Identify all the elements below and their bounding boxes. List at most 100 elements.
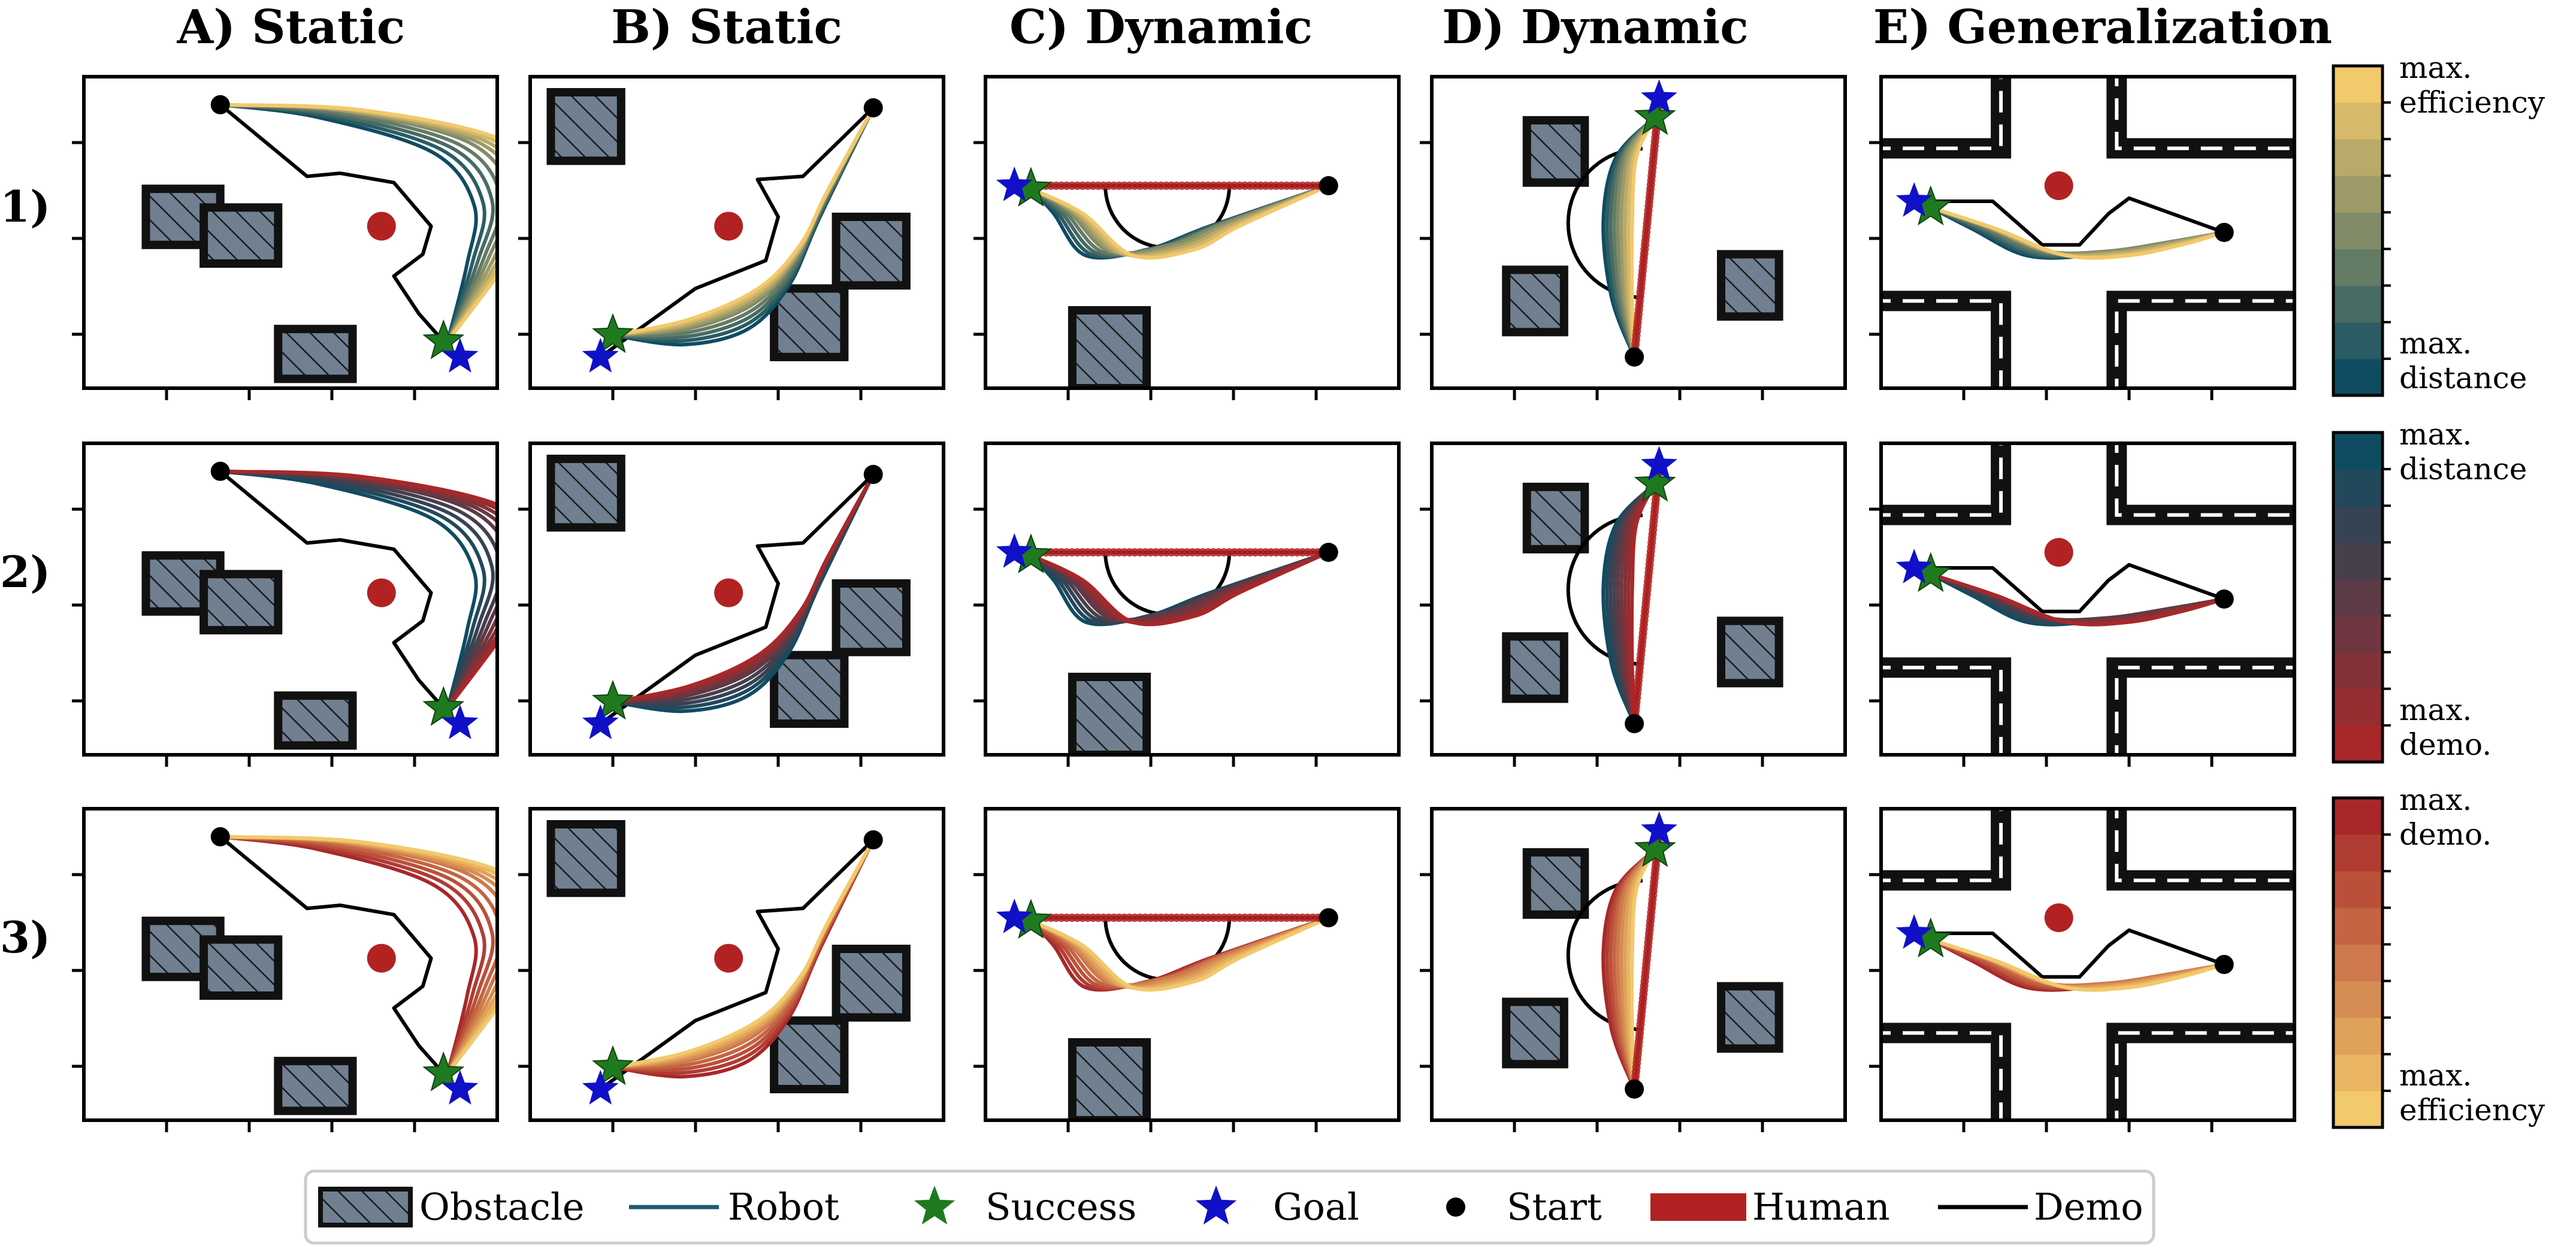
colorbar-level: [2333, 615, 2383, 653]
demo-path: [219, 470, 445, 709]
panel-e3: [1869, 807, 2296, 1132]
colorbar-level: [2333, 506, 2383, 543]
obstacle-1: [1522, 482, 1589, 554]
colorbar-level: [2333, 358, 2383, 396]
robot-path-9: [218, 102, 497, 343]
panel-content: [985, 443, 1399, 755]
panel-a2: [72, 441, 499, 767]
colorbar-top-line: demo.: [2399, 817, 2492, 852]
robot-path-1: [218, 834, 478, 1075]
human-marker: [367, 578, 396, 607]
obstacle-2: [199, 570, 283, 635]
obstacle-2: [199, 203, 283, 268]
goal-marker: [1895, 914, 1933, 949]
col-title-a: A) Static: [177, 0, 406, 55]
colorbar-level: [2333, 944, 2383, 982]
demo-path: [1914, 196, 2225, 247]
success-marker: [1634, 827, 1676, 867]
colorbar-top-line: distance: [2399, 452, 2527, 486]
start-marker: [1625, 714, 1644, 733]
demo-path: [599, 106, 875, 359]
colorbar-level: [2333, 834, 2383, 872]
panel-content: [84, 77, 497, 388]
goal-marker: [996, 167, 1033, 201]
robot-path-1: [218, 469, 478, 710]
panel-content: [84, 809, 497, 1120]
panel-frame: [984, 441, 1401, 757]
colorbar-bottom-line: max.: [2399, 1058, 2472, 1093]
colorbar-top-label: max. distance: [2399, 417, 2527, 486]
panel-a1: [72, 75, 499, 400]
col-title-c: C) Dynamic: [1009, 0, 1313, 55]
human-marker: [714, 578, 743, 607]
legend-frame: [304, 1169, 2155, 1245]
goal-marker: [442, 1070, 479, 1105]
obstacle-3: [770, 1016, 849, 1093]
panel-content: [1881, 443, 2294, 755]
goal-marker: [442, 338, 479, 373]
obstacle-1: [1522, 116, 1589, 187]
panel-grid: [72, 75, 2296, 1132]
wall-top-left-dash: [1881, 809, 2003, 882]
panel-frame: [528, 807, 945, 1122]
success-marker: [591, 1045, 634, 1085]
human-marker: [367, 944, 396, 973]
goal-marker: [1895, 182, 1933, 217]
row-label-1: 1): [0, 181, 50, 232]
obstacle-3: [770, 651, 849, 728]
human-marker: [714, 944, 743, 973]
panel-frame: [528, 441, 945, 757]
legend-goal-star: [1195, 1186, 1237, 1225]
goal-marker: [442, 704, 479, 739]
panel-d3: [1420, 807, 1847, 1132]
panel-frame: [82, 807, 499, 1122]
colorbar-3: max. demo. max. efficiency: [2332, 782, 2545, 1129]
wall-top-left-dash: [1881, 443, 2003, 517]
goal-marker: [996, 899, 1033, 933]
legend-robot-label: Robot: [728, 1185, 839, 1229]
goal-marker: [1641, 79, 1677, 114]
colorbar-bottom-line: efficiency: [2399, 1093, 2545, 1127]
human-marker: [367, 211, 396, 241]
panel-frame: [82, 441, 499, 757]
panel-a3: [72, 807, 499, 1132]
panel-frame: [984, 75, 1401, 390]
demo-arc: [1566, 879, 1643, 1032]
colorbar-top-label: max. demo.: [2399, 782, 2492, 852]
colorbar-level: [2333, 1054, 2383, 1091]
robot-path-1: [218, 102, 478, 343]
obstacle-2: [199, 935, 283, 1000]
legend-robot: Robot: [629, 1185, 839, 1229]
panel-e2: [1869, 441, 2296, 767]
colorbar-level: [2333, 322, 2383, 359]
legend-start-label: Start: [1507, 1185, 1602, 1229]
goal-marker: [582, 1070, 619, 1105]
success-marker: [422, 686, 465, 726]
robot-path-9: [611, 838, 875, 1069]
start-marker: [1319, 908, 1338, 927]
colorbar-frame: [2332, 796, 2384, 1129]
success-marker: [422, 1051, 465, 1091]
colorbar-bottom-line: max.: [2399, 326, 2472, 361]
colorbar-top-line: max.: [2399, 50, 2472, 85]
legend-human-swatch: [1650, 1193, 1746, 1221]
colorbar-level: [2333, 542, 2383, 579]
goal-marker: [1895, 549, 1933, 583]
panel-content: [530, 809, 944, 1120]
demo-path: [599, 838, 875, 1091]
panel-b3: [518, 807, 945, 1132]
colorbar-level: [2333, 688, 2383, 726]
wall-top-right-dash: [2115, 809, 2294, 882]
obstacle-3: [1717, 982, 1783, 1053]
panel-d2: [1420, 441, 1847, 767]
col-title-e: E) Generalization: [1873, 0, 2332, 55]
panel-c1: [973, 75, 1401, 400]
human-marker: [2044, 903, 2073, 932]
panel-content: [1432, 77, 1845, 388]
robot-path-9: [1029, 184, 1331, 260]
colorbar-level: [2333, 1017, 2383, 1055]
colorbar-top-line: max.: [2399, 417, 2472, 452]
demo-arc: [1566, 147, 1643, 300]
colorbar-bottom-line: demo.: [2399, 727, 2492, 762]
